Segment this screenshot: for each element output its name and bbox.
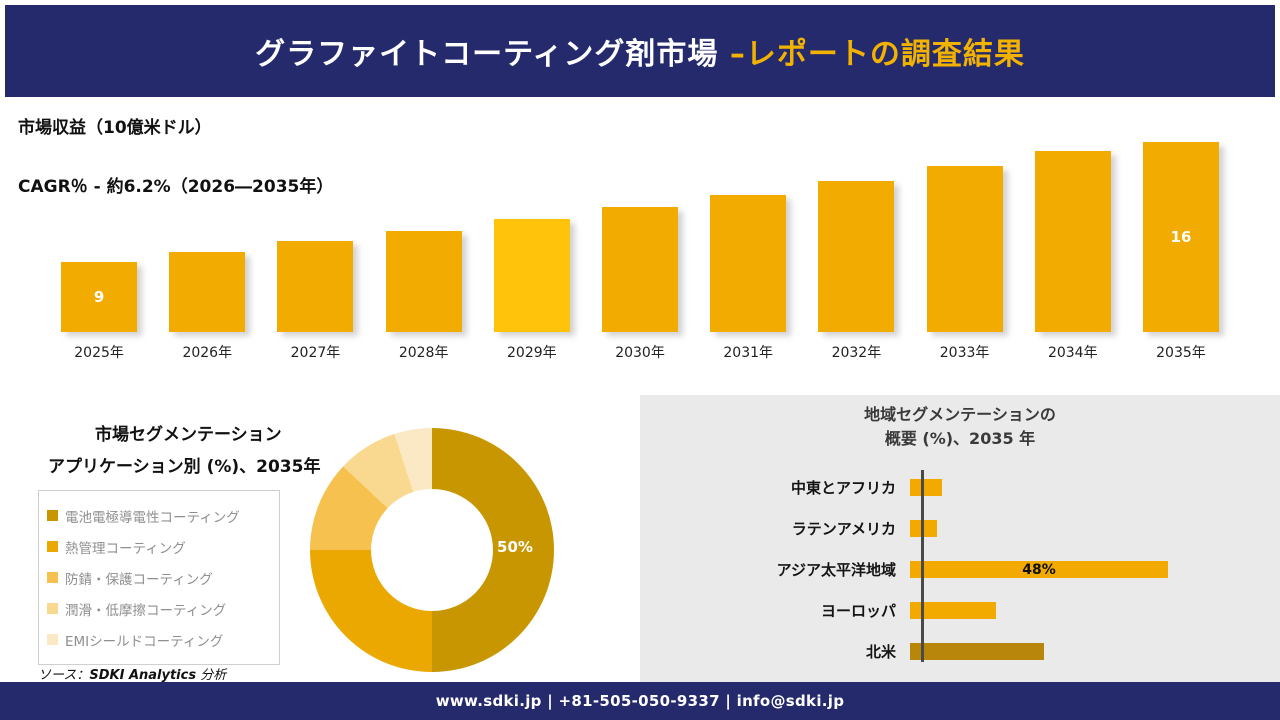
x-axis-label: 2034年 [1047,345,1098,361]
x-axis-label: 2033年 [939,345,990,361]
x-axis-label: 2025年 [74,345,124,361]
region-y-axis-line [921,470,924,662]
revenue-bar: 9 [61,262,138,332]
revenue-bar [710,195,787,332]
revenue-bar-column: 2031年 [694,100,802,361]
legend-label: 防錆・保護コーティング [65,571,213,588]
revenue-bar-column: 2026年 [153,100,261,361]
region-bar [910,602,996,619]
header-banner: グラファイトコーティング剤市場 –レポートの調査結果 [5,5,1275,97]
bar-value-label: 9 [93,288,105,306]
revenue-bar-column: 2033年 [911,100,1019,361]
application-legend: 電池電極導電性コーティング 熱管理コーティング防錆・保護コーティング 潤滑・低摩擦コ… [38,490,280,665]
region-title-line1: 地域セグメンテーションの [864,405,1056,424]
revenue-bar [602,207,679,332]
revenue-bar [277,241,354,332]
legend-label: EMIシールドコーティング [65,633,224,650]
revenue-bar-column: 2027年 [261,100,369,361]
donut-center-label: 50% [497,538,533,556]
x-axis-label: 2026年 [182,345,233,361]
region-chart-title: 地域セグメンテーションの 概要 (%)、2035 年 [640,403,1280,451]
donut-chart-wrap: 50% [310,428,554,672]
region-row: 北米 [640,631,1270,672]
footer-contact: www.sdki.jp | +81-505-050-9337 | info@sd… [435,692,845,710]
x-axis-label: 2028年 [398,345,449,361]
x-axis-label: 2031年 [723,345,774,361]
page-title-main: グラファイトコーティング剤市場 [255,37,730,72]
region-bar-value-label: 48% [1022,561,1056,578]
region-row: 中東とアフリカ [640,467,1270,508]
revenue-chart-title: 市場収益（10億米ドル） [18,118,212,138]
revenue-cagr-label: CAGR％ - 約6.2%（2026―2035年） [18,177,334,197]
region-bar-chart: 中東とアフリカ ラテンアメリカアジア太平洋地域 48% ヨーロッパ北米 [640,467,1270,672]
source-name: SDKI Analytics [89,668,197,683]
donut-hole [371,489,493,611]
legend-label: 電池電極導電性コーティング [65,509,240,526]
region-label: アジア太平洋地域 [776,561,896,579]
bar-value-label: 16 [1170,228,1192,246]
revenue-bar: 16 [1142,142,1219,332]
segmentation-subtitle: アプリケーション別 (%)、2035年 [48,457,321,477]
legend-swatch [47,572,58,583]
source-prefix: ソース： [38,668,90,683]
page-title: グラファイトコーティング剤市場 –レポートの調査結果 [255,29,1025,73]
legend-swatch [47,541,58,552]
legend-item: 熱管理コーティング [47,531,271,562]
legend-label: 熱管理コーティング [65,540,186,557]
segmentation-title: 市場セグメンテーション [95,425,282,445]
legend-item: 電池電極導電性コーティング [47,500,271,531]
legend-label: 潤滑・低摩擦コーティング [65,602,227,619]
region-row: ラテンアメリカ [640,508,1270,549]
region-label: ヨーロッパ [820,602,896,620]
region-label: 中東とアフリカ [790,479,896,497]
page-title-accent: –レポートの調査結果 [729,37,1025,72]
region-bar [910,643,1044,660]
revenue-bar-column: 9 2025年 [45,100,153,361]
x-axis-label: 2035年 [1156,345,1206,361]
revenue-bar-column: 2029年 [478,100,586,361]
revenue-bar-column: 16 2035年 [1127,100,1235,361]
revenue-bar [385,231,462,332]
legend-swatch [47,510,58,521]
legend-item: 防錆・保護コーティング [47,562,271,593]
legend-item: 潤滑・低摩擦コーティング [47,593,271,624]
region-bar [910,479,942,496]
x-axis-label: 2027年 [290,345,341,361]
x-axis-label: 2032年 [831,345,882,361]
revenue-bar-column: 2032年 [802,100,910,361]
region-title-line2: 概要 (%)、2035 年 [884,429,1036,448]
legend-item: EMIシールドコーティング [47,624,271,655]
revenue-bar [493,219,570,332]
revenue-bar-column: 2030年 [586,100,694,361]
revenue-bar [1034,151,1111,332]
revenue-bar [818,181,895,332]
source-suffix: 分析 [196,668,227,683]
source-note: ソース：SDKI Analytics 分析 [38,664,226,683]
region-row: ヨーロッパ [640,590,1270,631]
revenue-bar-column: 2028年 [370,100,478,361]
x-axis-label: 2029年 [507,345,557,361]
revenue-bar-column: 2034年 [1019,100,1127,361]
region-row: アジア太平洋地域 48% [640,549,1270,590]
x-axis-label: 2030年 [615,345,665,361]
region-panel: 地域セグメンテーションの 概要 (%)、2035 年 中東とアフリカ ラテンアメリ… [640,395,1280,682]
region-label: ラテンアメリカ [791,520,896,538]
revenue-bar [169,252,246,332]
revenue-bar [926,166,1003,332]
legend-swatch [47,634,58,645]
legend-swatch [47,603,58,614]
revenue-bar-chart: 9 2025年 2026年 2027年 2028年 2029年 2030年 2031年 2032… [45,100,1235,361]
region-bar: 48% [910,561,1168,578]
footer-banner: www.sdki.jp | +81-505-050-9337 | info@sd… [0,682,1280,720]
region-label: 北米 [865,643,896,661]
